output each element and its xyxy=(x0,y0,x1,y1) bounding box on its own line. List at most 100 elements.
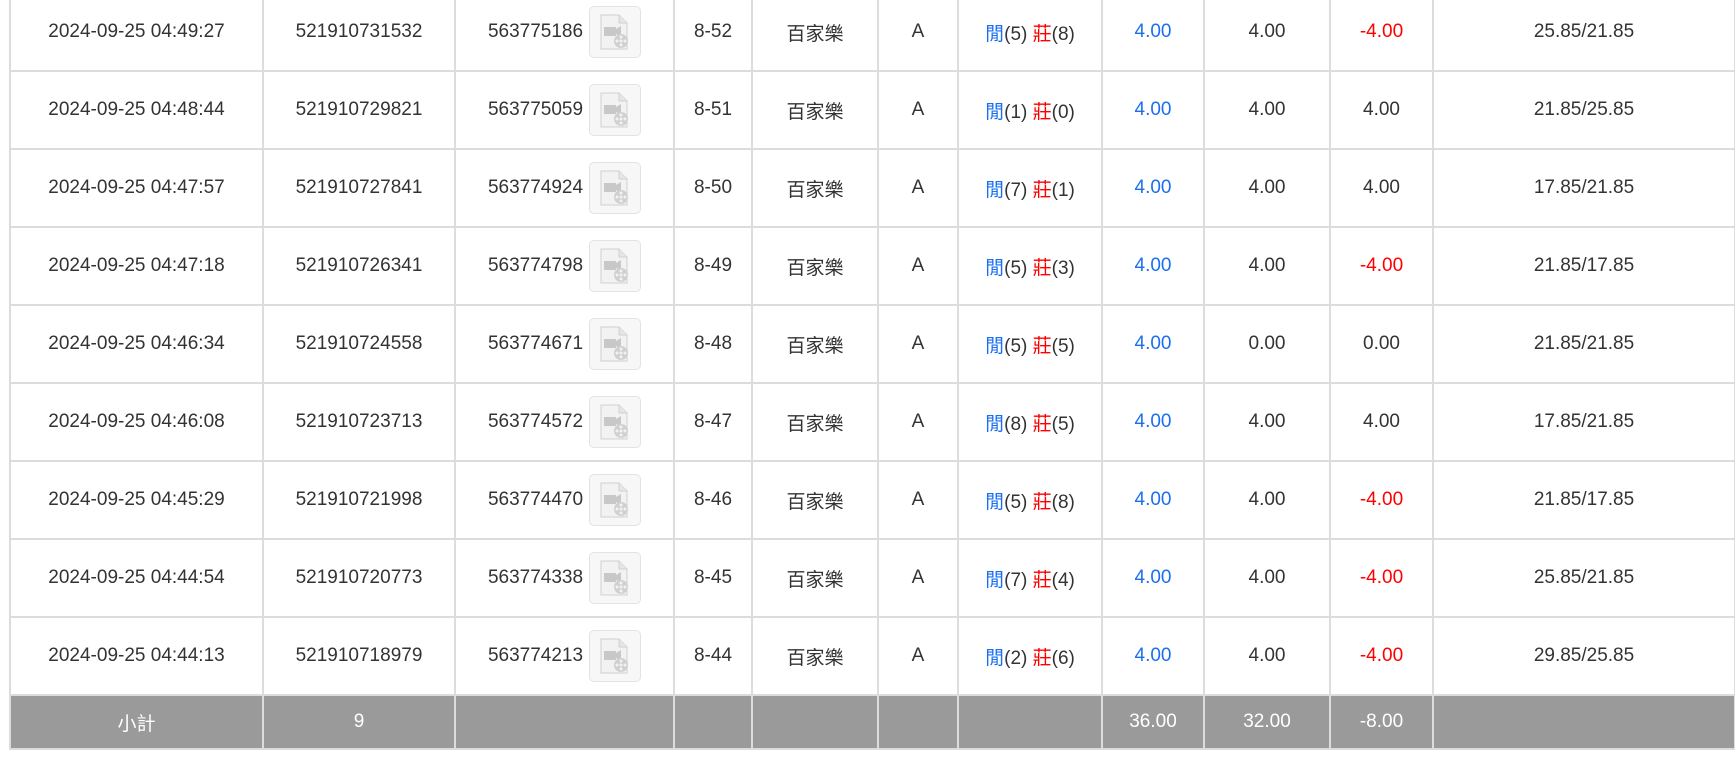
win-loss: -4.00 xyxy=(1329,226,1434,306)
bet-amount: 4.00 xyxy=(1101,616,1205,696)
video-replay-icon[interactable] xyxy=(589,162,642,214)
banker-score: (1) xyxy=(1051,179,1075,201)
player-score: (5) xyxy=(1004,23,1028,45)
subtotal-row: 小計 9 36.00 32.00 -8.00 xyxy=(9,694,1735,750)
balance: 21.85/25.85 xyxy=(1432,70,1735,150)
round-id-cell: 563774924 xyxy=(454,148,675,228)
bet-id: 521910718979 xyxy=(262,616,456,696)
bet-time: 2024-09-25 04:45:29 xyxy=(9,460,264,540)
table-row: 2024-09-25 04:44:13 521910718979 563774213… xyxy=(9,616,1735,696)
video-replay-icon[interactable] xyxy=(589,240,642,292)
banker-score: (8) xyxy=(1051,23,1075,45)
balance: 25.85/21.85 xyxy=(1432,538,1735,618)
valid-bet: 4.00 xyxy=(1203,616,1331,696)
shoe-hand: 8-52 xyxy=(673,0,753,72)
bet-amount: 4.00 xyxy=(1101,382,1205,462)
banker-score: (5) xyxy=(1051,413,1075,435)
shoe-hand: 8-46 xyxy=(673,460,753,540)
bet-time: 2024-09-25 04:47:18 xyxy=(9,226,264,306)
balance: 17.85/21.85 xyxy=(1432,382,1735,462)
player-label: 閒 xyxy=(985,101,1005,123)
bet-id: 521910731532 xyxy=(262,0,456,72)
shoe-hand: 8-48 xyxy=(673,304,753,384)
game-name: 百家樂 xyxy=(751,148,879,228)
bet-amount: 4.00 xyxy=(1101,0,1205,72)
round-id: 563774338 xyxy=(487,567,584,588)
bet-history-table: 2024-09-25 04:49:27 521910731532 563775186… xyxy=(9,0,1735,750)
shoe-hand: 8-49 xyxy=(673,226,753,306)
round-id: 563774924 xyxy=(487,177,584,198)
result: 閒(5) 莊(3) xyxy=(957,226,1103,306)
table-name: A xyxy=(877,616,959,696)
bet-time: 2024-09-25 04:46:08 xyxy=(9,382,264,462)
win-loss: -4.00 xyxy=(1329,616,1434,696)
table-name: A xyxy=(877,148,959,228)
subtotal-win: -8.00 xyxy=(1329,694,1434,750)
table-row: 2024-09-25 04:48:44 521910729821 563775059… xyxy=(9,70,1735,150)
table-name: A xyxy=(877,538,959,618)
balance: 21.85/17.85 xyxy=(1432,226,1735,306)
round-id: 563775186 xyxy=(487,21,584,42)
round-id-cell: 563775059 xyxy=(454,70,675,150)
win-loss: 4.00 xyxy=(1329,148,1434,228)
result: 閒(5) 莊(5) xyxy=(957,304,1103,384)
shoe-hand: 8-50 xyxy=(673,148,753,228)
result: 閒(7) 莊(1) xyxy=(957,148,1103,228)
bet-id: 521910724558 xyxy=(262,304,456,384)
result: 閒(8) 莊(5) xyxy=(957,382,1103,462)
valid-bet: 4.00 xyxy=(1203,538,1331,618)
player-label: 閒 xyxy=(985,257,1005,279)
win-loss: 0.00 xyxy=(1329,304,1434,384)
table-name: A xyxy=(877,0,959,72)
round-id: 563774470 xyxy=(487,489,584,510)
table-row: 2024-09-25 04:47:18 521910726341 563774798… xyxy=(9,226,1735,306)
table-row: 2024-09-25 04:47:57 521910727841 563774924… xyxy=(9,148,1735,228)
balance: 29.85/25.85 xyxy=(1432,616,1735,696)
bet-id: 521910721998 xyxy=(262,460,456,540)
win-loss: -4.00 xyxy=(1329,0,1434,72)
banker-label: 莊 xyxy=(1032,23,1052,45)
player-label: 閒 xyxy=(985,23,1005,45)
player-label: 閒 xyxy=(985,413,1005,435)
result: 閒(5) 莊(8) xyxy=(957,0,1103,72)
bet-id: 521910723713 xyxy=(262,382,456,462)
result: 閒(1) 莊(0) xyxy=(957,70,1103,150)
valid-bet: 4.00 xyxy=(1203,70,1331,150)
video-replay-icon[interactable] xyxy=(589,84,642,136)
table-name: A xyxy=(877,382,959,462)
shoe-hand: 8-47 xyxy=(673,382,753,462)
player-score: (7) xyxy=(1004,179,1028,201)
bet-amount: 4.00 xyxy=(1101,148,1205,228)
bet-time: 2024-09-25 04:44:54 xyxy=(9,538,264,618)
player-label: 閒 xyxy=(985,179,1005,201)
banker-score: (0) xyxy=(1051,101,1075,123)
banker-label: 莊 xyxy=(1032,257,1052,279)
bet-time: 2024-09-25 04:49:27 xyxy=(9,0,264,72)
win-loss: -4.00 xyxy=(1329,460,1434,540)
game-name: 百家樂 xyxy=(751,382,879,462)
video-replay-icon[interactable] xyxy=(589,630,642,682)
video-replay-icon[interactable] xyxy=(589,396,642,448)
player-score: (2) xyxy=(1004,647,1028,669)
video-replay-icon[interactable] xyxy=(589,6,642,58)
round-id: 563774213 xyxy=(487,645,584,666)
player-label: 閒 xyxy=(985,491,1005,513)
subtotal-count: 9 xyxy=(262,694,456,750)
bet-time: 2024-09-25 04:48:44 xyxy=(9,70,264,150)
video-replay-icon[interactable] xyxy=(589,552,642,604)
bet-amount: 4.00 xyxy=(1101,70,1205,150)
banker-score: (6) xyxy=(1051,647,1075,669)
player-label: 閒 xyxy=(985,335,1005,357)
balance: 21.85/21.85 xyxy=(1432,304,1735,384)
banker-score: (5) xyxy=(1051,335,1075,357)
table-row: 2024-09-25 04:46:08 521910723713 563774572… xyxy=(9,382,1735,462)
table-row: 2024-09-25 04:45:29 521910721998 563774470… xyxy=(9,460,1735,540)
banker-score: (3) xyxy=(1051,257,1075,279)
video-replay-icon[interactable] xyxy=(589,474,642,526)
game-name: 百家樂 xyxy=(751,70,879,150)
game-name: 百家樂 xyxy=(751,0,879,72)
video-replay-icon[interactable] xyxy=(589,318,642,370)
valid-bet: 0.00 xyxy=(1203,304,1331,384)
subtotal-valid: 32.00 xyxy=(1203,694,1331,750)
round-id: 563774671 xyxy=(487,333,584,354)
